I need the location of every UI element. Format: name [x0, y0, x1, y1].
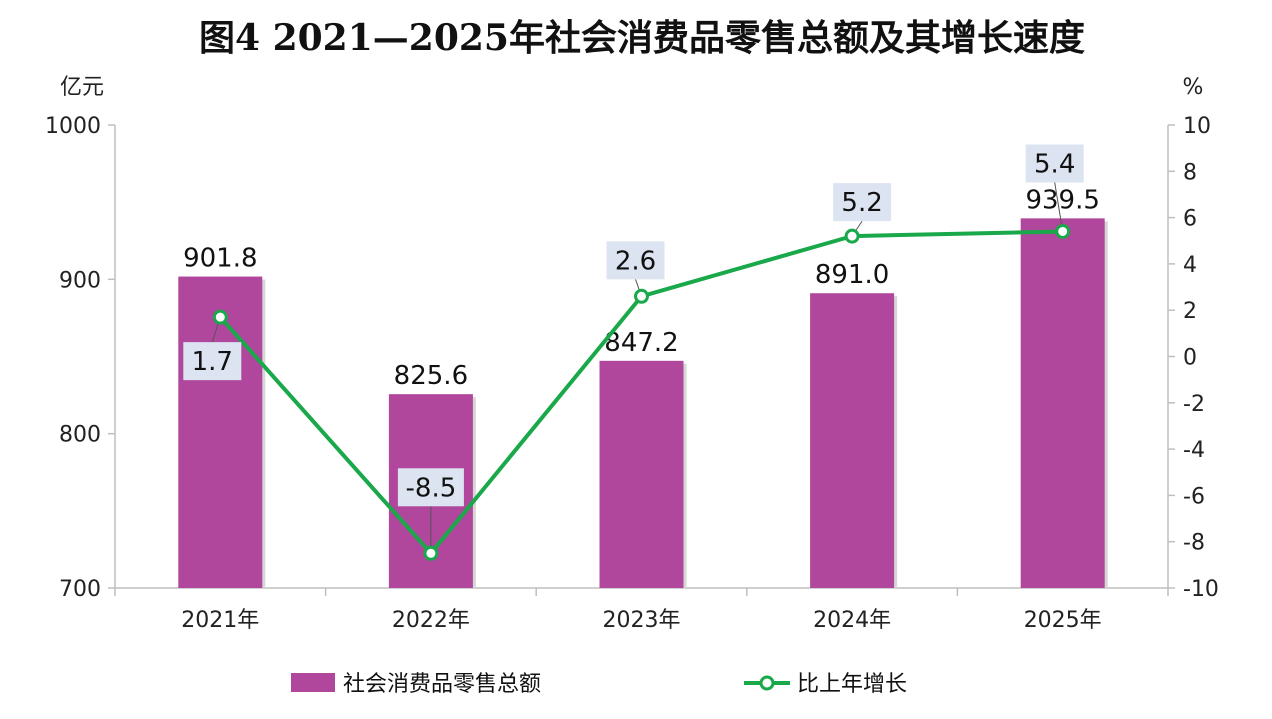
- growth-point: [212, 309, 228, 325]
- x-category-label: 2024年: [813, 608, 891, 633]
- bar: [178, 276, 263, 588]
- x-category-label: 2021年: [181, 608, 259, 633]
- right-tick-label: -4: [1183, 438, 1205, 463]
- bar: [599, 360, 684, 588]
- bar-value-label: 825.6: [394, 361, 468, 391]
- legend-bar-swatch: [291, 673, 335, 692]
- x-category-label: 2023年: [603, 608, 681, 633]
- x-category-label: 2025年: [1024, 608, 1102, 633]
- growth-label-box: [183, 342, 242, 381]
- legend-line-label: 比上年增长: [797, 672, 907, 697]
- right-tick-label: 8: [1183, 160, 1197, 185]
- growth-value-label: 5.4: [1034, 149, 1075, 179]
- right-tick-label: -2: [1183, 392, 1205, 417]
- bar-value-label: 901.8: [183, 244, 257, 274]
- growth-label-box: [397, 468, 464, 507]
- growth-value-label: -8.5: [406, 473, 457, 503]
- growth-value-label: 2.6: [615, 246, 656, 276]
- label-leader-line: [1054, 182, 1064, 232]
- axes: 700 800 900 1000 -10 -8 -6 -4 -2 0 2 4 6 8 10 2021年 2022…: [45, 114, 1219, 633]
- legend-bar-label: 社会消费品零售总额: [343, 672, 541, 697]
- right-tick-label: -6: [1183, 484, 1205, 509]
- x-category-label: 2022年: [392, 608, 470, 633]
- growth-point: [844, 228, 860, 244]
- right-tick-label: 2: [1183, 299, 1197, 324]
- left-tick-label: 900: [59, 268, 101, 293]
- left-tick-label: 1000: [45, 114, 101, 139]
- growth-point: [634, 288, 649, 304]
- growth-point: [423, 545, 439, 561]
- left-tick-label: 700: [59, 577, 101, 602]
- bar-value-label: 847.2: [604, 328, 678, 358]
- growth-label-box: [833, 183, 892, 222]
- bar: [810, 293, 895, 588]
- right-tick-label: 6: [1183, 207, 1197, 232]
- growth-value-label: 5.2: [841, 188, 882, 218]
- right-axis-unit: %: [1183, 75, 1204, 100]
- left-tick-label: 800: [59, 423, 101, 448]
- bar-value-label: 939.5: [1025, 185, 1099, 215]
- growth-point: [1055, 223, 1071, 239]
- right-tick-label: 0: [1183, 346, 1197, 371]
- right-tick-label: -10: [1183, 577, 1219, 602]
- growth-label-box: [606, 241, 665, 280]
- left-axis-unit: 亿元: [60, 75, 104, 100]
- growth-value-label: 1.7: [192, 347, 233, 377]
- bar-value-label: 891.0: [815, 260, 889, 290]
- growth-label-box: [1025, 144, 1084, 183]
- right-tick-label: 10: [1183, 114, 1211, 139]
- chart-title: 图4 2021—2025年社会消费品零售总额及其增长速度: [199, 17, 1085, 59]
- bar: [1020, 218, 1105, 588]
- legend: 社会消费品零售总额 比上年增长: [291, 672, 907, 697]
- line-series: 1.7 -8.5 2.6 5.2 5.4: [183, 144, 1084, 561]
- right-tick-label: -8: [1183, 531, 1205, 556]
- legend-line-marker: [759, 675, 775, 691]
- right-tick-label: 4: [1183, 253, 1197, 278]
